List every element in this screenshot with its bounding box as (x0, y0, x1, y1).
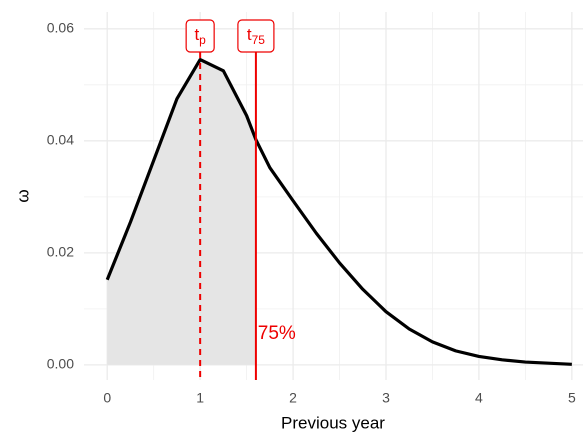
x-axis-title: Previous year (281, 413, 385, 432)
marker-label-box (237, 19, 275, 53)
shaded-area (107, 59, 256, 365)
x-tick-label: 0 (103, 390, 111, 406)
y-tick-label: 0.02 (47, 244, 74, 260)
x-tick-label: 2 (289, 390, 297, 406)
marker-label-base: t (247, 25, 252, 44)
marker-label-base: t (194, 25, 199, 44)
marker-label-sub: 75 (252, 33, 266, 47)
curve (105, 58, 572, 366)
x-tick-label: 4 (475, 390, 483, 406)
y-tick-label: 0.06 (47, 20, 74, 36)
annotation: 75% (258, 323, 296, 344)
x-tick-label: 5 (568, 390, 576, 406)
y-tick-label: 0.00 (47, 356, 74, 372)
marker-label: t75 (247, 25, 265, 47)
marker-label-box (185, 19, 215, 53)
y-tick-label: 0.04 (47, 132, 74, 148)
x-tick-label: 1 (196, 390, 204, 406)
marker-label-sub: p (199, 33, 206, 47)
y-axis-title: ω (13, 189, 32, 202)
x-tick-label: 3 (382, 390, 390, 406)
marker-label: tp (194, 25, 206, 47)
